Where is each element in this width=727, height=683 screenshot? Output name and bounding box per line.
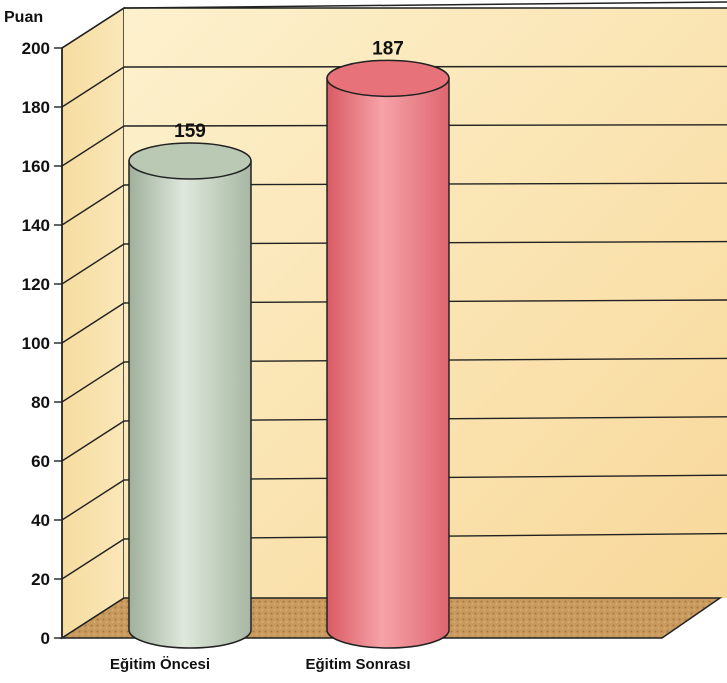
gridline-side (61, 420, 125, 462)
y-tick-label: 60 (31, 452, 50, 471)
y-axis-ticks: 0 20 40 60 80 100 120 140 160 180 200 (22, 39, 63, 648)
gridline-side (61, 538, 125, 580)
gridline-side (61, 66, 125, 108)
y-tick-label: 20 (31, 570, 50, 589)
y-tick-label: 160 (22, 157, 50, 176)
bar-top (128, 142, 252, 180)
y-tick-label: 140 (22, 216, 50, 235)
y-tick-label: 0 (41, 629, 50, 648)
y-tick-label: 180 (22, 98, 50, 117)
gridline-side (61, 184, 125, 226)
bar-body (326, 77, 450, 649)
gridline-side (61, 479, 125, 521)
gridline-side (61, 7, 125, 49)
y-axis-title: Puan (4, 9, 43, 26)
bar-body (128, 160, 252, 649)
y-tick-label: 80 (31, 393, 50, 412)
data-label: 159 (174, 121, 206, 142)
bars (128, 59, 450, 649)
y-tick-label: 100 (22, 334, 50, 353)
labels: 159 Eğitim Öncesi 187 Eğitim Sonrası (110, 38, 411, 673)
bar-2 (326, 59, 450, 649)
gridline-side (61, 302, 125, 344)
category-label: Eğitim Öncesi (110, 656, 210, 673)
gridline-side (61, 125, 125, 167)
bar-top (326, 59, 450, 98)
bar-1 (128, 142, 252, 649)
y-tick-label: 200 (22, 39, 50, 58)
gridline-side (61, 243, 125, 285)
data-label: 187 (372, 38, 404, 59)
y-tick-label: 40 (31, 511, 50, 530)
y-tick-label: 120 (22, 275, 50, 294)
category-label: Eğitim Sonrası (305, 656, 410, 673)
gridline-side (61, 361, 125, 403)
